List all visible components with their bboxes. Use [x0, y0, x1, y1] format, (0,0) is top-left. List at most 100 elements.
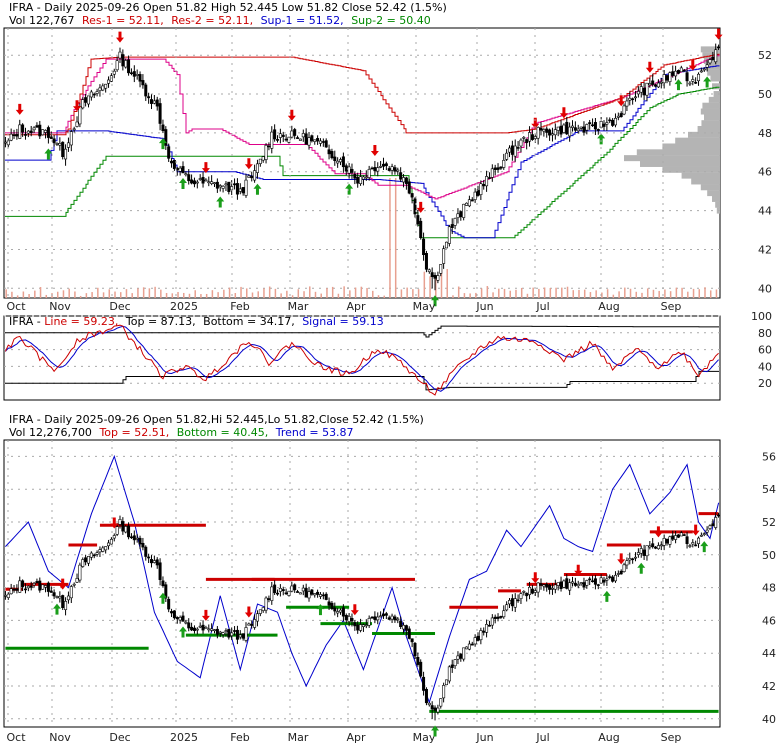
price-body: [399, 172, 403, 180]
volume-bar: [377, 295, 380, 298]
price-body: [691, 79, 695, 82]
sell-arrow-icon: [201, 162, 210, 174]
bottom-y-tick-label: 50: [762, 549, 776, 562]
mid-y-tick-label: 80: [758, 327, 772, 340]
price-body: [625, 100, 629, 107]
sell-arrow-icon: [370, 144, 379, 156]
price-body: [482, 184, 486, 187]
bottom-price-body: [545, 583, 549, 588]
bottom-price-body: [668, 536, 672, 545]
sell-arrow-icon: [688, 59, 697, 71]
price-body: [622, 105, 626, 115]
volume-bar: [486, 286, 489, 298]
buy-arrow-icon: [179, 178, 187, 190]
price-body: [676, 70, 680, 74]
bottom-price-body: [187, 622, 191, 629]
volume-profile-bar: [715, 201, 720, 208]
top-y-tick-label: 48: [758, 127, 772, 140]
bottom-buy-arrow-icon: [52, 603, 61, 615]
price-body: [215, 181, 219, 189]
bottom-buy-arrow-icon: [431, 725, 440, 737]
bottom-price-body: [427, 702, 431, 706]
bottom-price-body: [235, 629, 239, 640]
price-body: [556, 126, 560, 131]
bottom-price-body: [121, 521, 125, 532]
volume-bar: [681, 287, 683, 298]
price-body: [195, 181, 199, 184]
price-body: [525, 139, 529, 143]
bottom-price-body: [135, 537, 139, 540]
price-body: [304, 133, 308, 145]
bottom-price-body: [72, 583, 76, 586]
top-y-tick-label: 46: [758, 166, 772, 179]
bottom-price-body: [679, 532, 683, 537]
bottom-price-body: [224, 630, 228, 632]
bottom-price-body: [525, 592, 529, 597]
bottom-sell-arrow-icon: [654, 526, 663, 538]
volume-bar: [16, 295, 19, 298]
price-body: [167, 146, 171, 159]
volume-bar: [606, 289, 609, 298]
top-frame: [3, 27, 721, 299]
bottom-price-body: [172, 610, 176, 619]
price-body: [642, 87, 646, 96]
bottom-price-body: [215, 628, 219, 635]
price-body: [545, 128, 549, 133]
price-body: [21, 124, 25, 133]
bottom-price-body: [227, 628, 231, 638]
bottom-price-body: [553, 584, 557, 590]
price-body: [273, 129, 277, 140]
bottom-price-body: [579, 582, 583, 585]
volume-bar: [74, 291, 76, 298]
bottom-price-body: [184, 621, 188, 624]
price-body: [376, 167, 380, 172]
volume-bar: [383, 295, 385, 298]
bottom-price-body: [356, 624, 360, 631]
osc-signal-line: [5, 325, 719, 392]
volume-bar: [228, 287, 231, 298]
volume-bar: [389, 178, 391, 298]
bottom-sell-arrow-icon: [58, 578, 67, 590]
top-y-tick-label: 42: [758, 243, 772, 256]
bottom-price-body: [6, 593, 10, 598]
bottom-price-body: [204, 627, 208, 629]
volume-profile-bar: [640, 160, 720, 167]
mid-legend: IFRA - Line = 59.23, Top = 87.13, Bottom…: [9, 315, 384, 328]
price-body: [550, 133, 554, 136]
volume-bar: [240, 286, 242, 298]
bottom-price-body: [611, 576, 615, 582]
price-body: [536, 127, 540, 139]
volume-bar: [79, 295, 82, 298]
volume-bar: [549, 288, 552, 298]
bottom-price-body: [507, 600, 511, 605]
volume-bar: [354, 287, 357, 298]
price-body: [141, 80, 145, 86]
bottom-price-body: [379, 615, 383, 618]
price-body: [679, 67, 683, 73]
price-body: [619, 113, 623, 118]
bottom-price-body: [147, 556, 151, 559]
price-body: [161, 124, 165, 132]
top-y-tick-label: 52: [758, 49, 772, 62]
price-body: [98, 87, 102, 91]
top-x-tick-label: 2025: [170, 300, 198, 313]
bottom-price-body: [192, 627, 196, 631]
price-body: [364, 176, 368, 179]
legend-res1: Res-1 = 52.11,: [82, 14, 164, 27]
volume-bar: [692, 288, 695, 298]
bottom-price-body: [599, 577, 603, 584]
price-body: [9, 133, 13, 141]
price-body: [708, 59, 712, 64]
buy-arrow-icon: [44, 148, 53, 160]
price-body: [565, 121, 569, 135]
volume-bar: [658, 290, 660, 298]
volume-profile-bar: [702, 102, 720, 109]
bottom-price-body: [367, 618, 371, 626]
bottom-price-body: [396, 618, 400, 621]
price-body: [651, 80, 655, 85]
bottom-price-body: [127, 525, 131, 538]
volume-profile-bar: [636, 149, 720, 156]
volume-bar: [583, 289, 586, 298]
volume-bar: [538, 288, 540, 298]
